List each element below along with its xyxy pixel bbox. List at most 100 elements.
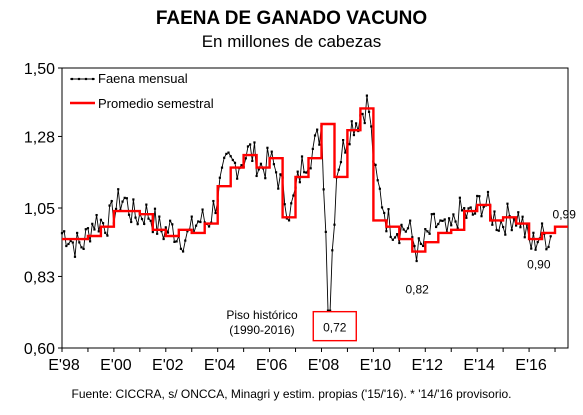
faena-mensual-point: [89, 240, 92, 243]
faena-mensual-point: [467, 207, 470, 210]
faena-mensual-point: [95, 213, 98, 217]
faena-mensual-point: [175, 240, 178, 243]
faena-mensual-point: [512, 217, 516, 220]
annotation-min-box: [312, 310, 357, 342]
x-tick-label: E'06: [256, 357, 288, 374]
faena-mensual-point: [171, 223, 174, 226]
faena-mensual-point: [225, 152, 228, 156]
promedio-semestral-line: [62, 107, 568, 253]
faena-mensual-point: [506, 202, 509, 205]
faena-mensual-point: [545, 248, 548, 251]
faena-mensual-point: [434, 225, 438, 229]
faena-mensual-point: [292, 194, 295, 197]
faena-mensual-point: [463, 207, 466, 210]
faena-mensual-point: [78, 241, 81, 244]
faena-mensual-point: [519, 226, 522, 229]
y-tick-label: 1,05: [24, 201, 55, 218]
x-tick-label: E'10: [360, 357, 392, 374]
faena-mensual-point: [253, 141, 256, 144]
faena-mensual-point: [244, 157, 247, 160]
faena-mensual-point: [272, 163, 276, 166]
faena-mensual-point: [73, 255, 77, 258]
faena-mensual-point: [76, 231, 79, 235]
series-faena-mensual: [60, 94, 552, 312]
faena-mensual-point: [452, 213, 455, 216]
faena-mensual-point: [540, 222, 544, 225]
faena-mensual-point: [378, 187, 381, 190]
faena-mensual-point: [145, 203, 148, 206]
faena-mensual-point: [305, 171, 308, 174]
faena-mensual-point: [106, 234, 109, 237]
faena-mensual-point: [91, 222, 94, 225]
faena-mensual-point: [322, 188, 325, 191]
faena-mensual-point: [123, 196, 126, 199]
faena-mensual-point: [380, 206, 384, 209]
annotation-piso-historico: Piso histórico: [226, 308, 298, 322]
faena-mensual-point: [287, 219, 291, 222]
legend-marker: [77, 77, 81, 81]
faena-mensual-point: [249, 143, 252, 146]
x-tick-label: E'04: [204, 357, 236, 374]
faena-mensual-point: [409, 219, 412, 222]
faena-mensual-point: [491, 223, 494, 226]
faena-mensual-point: [458, 196, 461, 199]
faena-mensual-point: [309, 167, 312, 170]
source-footnote: Fuente: CICCRA, s/ ONCCA, Minagri y esti…: [71, 387, 512, 401]
faena-mensual-point: [450, 224, 453, 227]
faena-mensual-point: [476, 194, 479, 198]
faena-mensual-point: [114, 207, 118, 211]
annotation-value-2016: 0,90: [527, 258, 551, 272]
faena-mensual-point: [326, 309, 330, 312]
faena-mensual-point: [93, 228, 96, 231]
x-tick-label: E'12: [412, 357, 444, 374]
faena-mensual-point: [63, 230, 66, 233]
faena-mensual-point: [259, 162, 263, 165]
faena-mensual-point: [65, 244, 68, 248]
faena-mensual-point: [424, 228, 427, 231]
faena-mensual-point: [365, 94, 368, 97]
faena-mensual-point: [402, 228, 405, 231]
faena-mensual-point: [290, 202, 293, 205]
faena-mensual-point: [110, 199, 113, 203]
faena-mensual-point: [393, 236, 397, 239]
faena-mensual-point: [387, 208, 390, 211]
faena-mensual-point: [156, 232, 159, 235]
faena-mensual-point: [549, 235, 552, 238]
faena-mensual-point: [437, 222, 440, 226]
faena-mensual-point: [361, 112, 364, 116]
faena-mensual-point: [184, 239, 187, 242]
faena-mensual-point: [255, 174, 258, 178]
faena-mensual-point: [246, 145, 250, 148]
faena-mensual-point: [337, 168, 340, 171]
faena-mensual-point: [266, 146, 269, 149]
faena-mensual-point: [396, 233, 399, 236]
faena-mensual-point: [419, 242, 423, 246]
faena-mensual-point: [493, 210, 496, 213]
faena-mensual-point: [277, 187, 280, 190]
faena-mensual-point: [190, 215, 193, 218]
faena-mensual-point: [536, 240, 539, 244]
y-tick-label: 1,50: [24, 61, 55, 78]
faena-mensual-point: [169, 219, 172, 222]
faena-mensual-point: [510, 228, 513, 232]
faena-mensual-point: [354, 122, 358, 125]
faena-mensual-point: [82, 247, 85, 251]
chart-title: FAENA DE GANADO VACUNO: [155, 8, 428, 29]
faena-mensual-point: [101, 222, 105, 225]
faena-mensual-point: [149, 219, 152, 222]
faena-mensual-point: [279, 173, 282, 176]
faena-mensual-point: [486, 190, 490, 194]
faena-mensual-point: [212, 199, 215, 203]
faena-mensual-point: [104, 231, 107, 234]
chart-subtitle: En millones de cabezas: [201, 32, 382, 51]
legend-faena-mensual-label: Faena mensual: [98, 71, 188, 86]
faena-mensual-point: [251, 159, 254, 163]
x-tick-label: E'08: [308, 357, 340, 374]
faena-mensual-point: [229, 155, 232, 158]
faena-mensual-point: [257, 168, 260, 171]
faena-mensual-point: [370, 125, 373, 128]
faena-mensual-point: [316, 128, 319, 131]
faena-mensual-point: [158, 215, 161, 218]
legend-marker: [84, 77, 88, 81]
faena-mensual-point: [86, 227, 90, 230]
